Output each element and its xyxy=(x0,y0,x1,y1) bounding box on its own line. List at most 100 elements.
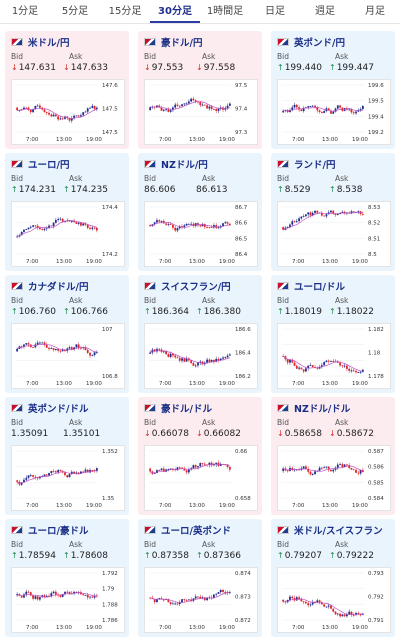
candle-body xyxy=(183,225,186,228)
tab-6[interactable]: 週足 xyxy=(315,6,335,17)
candle-body xyxy=(359,109,362,111)
candle-body xyxy=(45,595,48,597)
ask-label: Ask xyxy=(202,418,216,427)
pair-name[interactable]: スイスフラン/円 xyxy=(161,282,231,293)
candle-body xyxy=(222,223,224,227)
pair-name[interactable]: 英ポンド/ドル xyxy=(28,404,89,415)
candlestick-chart: 0.793 0.792 0.791 7:00 13:00 19:00 xyxy=(282,571,384,631)
candle-body xyxy=(215,109,218,111)
pair-name[interactable]: ランド/円 xyxy=(294,160,336,171)
currency-card[interactable]: ユーロ/円 Bid Ask ↑174.231 ↑174.235 174.4 174.2 7:0… xyxy=(5,153,129,271)
mini-chart[interactable]: 1.182 1.18 1.178 7:00 13:00 19:00 xyxy=(277,323,391,389)
currency-card[interactable]: 米ドル/円 Bid Ask ↓147.631 ↓147.633 147.6 147.5 147… xyxy=(5,31,129,149)
bid-price: 0.87358 xyxy=(151,551,189,561)
mini-chart[interactable]: 186.6 186.4 186.2 7:00 13:00 19:00 xyxy=(144,323,258,389)
currency-card[interactable]: 豪ドル/ドル Bid Ask ↓0.66078 ↓0.66082 0.66 0.658 7:0… xyxy=(138,397,262,515)
candlestick-chart: 97.5 97.4 97.3 7:00 13:00 19:00 xyxy=(149,83,248,143)
pair-name[interactable]: 豪ドル/ドル xyxy=(161,404,212,415)
mini-chart[interactable]: 1.352 1.35 7:00 13:00 19:00 xyxy=(11,445,125,511)
currency-card[interactable]: 英ポンド/ドル Bid Ask 1.35091 1.35101 1.352 1.35 7:00… xyxy=(5,397,129,515)
candle-body xyxy=(330,110,332,114)
pair-name[interactable]: NZドル/円 xyxy=(161,160,208,171)
ask-value: ↑0.87366 xyxy=(196,551,244,561)
candle-body xyxy=(346,365,348,369)
currency-card[interactable]: NZドル/円 Bid Ask 86.606 86.613 86.7 86.6 86.5 86.4… xyxy=(138,153,262,271)
price-values: ↑0.79207 ↑0.79222 xyxy=(277,551,381,561)
candle-body xyxy=(158,470,161,471)
bid-label: Bid xyxy=(277,540,289,549)
currency-card[interactable]: ユーロ/豪ドル Bid Ask ↑1.78594 ↑1.78608 1.792 1.79 1.… xyxy=(5,519,129,637)
mini-chart[interactable]: 0.874 0.873 0.872 7:00 13:00 19:00 xyxy=(144,567,258,633)
candle-body xyxy=(203,224,206,227)
pair-name[interactable]: 米ドル/円 xyxy=(28,38,70,49)
candle-body xyxy=(190,599,193,601)
mini-chart[interactable]: 174.4 174.2 7:00 13:00 19:00 xyxy=(11,201,125,267)
pair-name[interactable]: 豪ドル/円 xyxy=(161,38,203,49)
pair-name[interactable]: ユーロ/英ポンド xyxy=(161,526,231,537)
pair-name[interactable]: 米ドル/スイスフラン xyxy=(294,526,383,537)
currency-card[interactable]: ユーロ/ドル Bid Ask ↑1.18019 ↑1.18022 1.182 1.18 1.1… xyxy=(271,275,395,393)
mini-chart[interactable]: 8.53 8.52 8.51 8.5 7:00 13:00 19:00 xyxy=(277,201,391,267)
pair-name[interactable]: ユーロ/円 xyxy=(28,160,70,171)
tab-0[interactable]: 1分足 xyxy=(11,6,39,17)
tab-4[interactable]: 1時間足 xyxy=(206,6,244,17)
mini-chart[interactable]: 0.587 0.586 0.585 0.584 7:00 13:00 19:00 xyxy=(277,445,391,511)
tab-3[interactable]: 30分足 xyxy=(150,0,200,23)
currency-card[interactable]: NZドル/ドル Bid Ask ↓0.58658 ↓0.58672 0.587 0.586 0… xyxy=(271,397,395,515)
candle-body xyxy=(300,367,303,370)
bid-ask-labels: Bid Ask xyxy=(11,174,127,183)
currency-card[interactable]: スイスフラン/円 Bid Ask ↑186.364 ↑186.380 186.6 186.4… xyxy=(138,275,262,393)
tab-7[interactable]: 月足 xyxy=(365,6,385,17)
bid-ask-labels: Bid Ask xyxy=(11,418,127,427)
candle-body xyxy=(153,472,156,474)
candle-body xyxy=(357,613,360,615)
currency-card[interactable]: ユーロ/英ポンド Bid Ask ↑0.87358 ↑0.87366 0.874 0.873… xyxy=(138,519,262,637)
x-tick-label: 13:00 xyxy=(322,259,338,265)
pair-name[interactable]: ユーロ/ドル xyxy=(294,282,345,293)
candlestick-chart: 1.792 1.79 1.788 1.786 7:00 13:00 19:00 xyxy=(16,571,118,631)
candle-body xyxy=(192,598,195,601)
candle-body xyxy=(20,346,23,348)
candle-body xyxy=(286,359,289,363)
tab-2[interactable]: 15分足 xyxy=(108,6,142,17)
currency-card[interactable]: 英ポンド/円 Bid Ask ↑199.440 ↑199.447 199.6 199.5 19… xyxy=(271,31,395,149)
currency-card[interactable]: 米ドル/スイスフラン Bid Ask ↑0.79207 ↑0.79222 0.793 0.7… xyxy=(271,519,395,637)
candle-body xyxy=(350,211,353,214)
candle-body xyxy=(68,118,71,121)
candle-body xyxy=(194,596,197,599)
mini-chart[interactable]: 86.7 86.6 86.5 86.4 7:00 13:00 19:00 xyxy=(144,201,258,267)
mini-chart[interactable]: 107 106.8 7:00 13:00 19:00 xyxy=(11,323,125,389)
mini-chart[interactable]: 147.6 147.5 147.5 7:00 13:00 19:00 xyxy=(11,79,125,145)
candle-body xyxy=(217,108,220,111)
pair-name[interactable]: ユーロ/豪ドル xyxy=(28,526,89,537)
pair-name[interactable]: 英ポンド/円 xyxy=(294,38,345,49)
candle-body xyxy=(330,469,332,472)
candle-body xyxy=(95,352,98,353)
candle-body xyxy=(224,357,227,358)
mini-chart[interactable]: 0.66 0.658 7:00 13:00 19:00 xyxy=(144,445,258,511)
candle-body xyxy=(330,210,332,213)
currency-card[interactable]: 豪ドル/円 Bid Ask ↓97.553 ↓97.558 97.5 97.4 97.3 7:0… xyxy=(138,31,262,149)
candle-body xyxy=(224,222,227,224)
candle-body xyxy=(215,358,218,362)
mini-chart[interactable]: 97.5 97.4 97.3 7:00 13:00 19:00 xyxy=(144,79,258,145)
candle-body xyxy=(305,214,307,217)
ask-value: ↑1.18022 xyxy=(329,307,377,317)
candle-body xyxy=(174,104,177,108)
pair-name[interactable]: カナダドル/円 xyxy=(28,282,89,293)
x-tick-label: 7:00 xyxy=(292,381,305,387)
moving-average-line xyxy=(149,222,230,228)
mini-chart[interactable]: 0.793 0.792 0.791 7:00 13:00 19:00 xyxy=(277,567,391,633)
candle-body xyxy=(57,348,60,351)
bid-label: Bid xyxy=(277,52,289,61)
currency-card[interactable]: ランド/円 Bid Ask ↑8.529 ↑8.538 8.53 8.52 8.51 8.5 7:… xyxy=(271,153,395,271)
candle-body xyxy=(57,219,60,221)
currency-card[interactable]: カナダドル/円 Bid Ask ↑106.760 ↑106.766 107 106.8 7:0… xyxy=(5,275,129,393)
tab-1[interactable]: 5分足 xyxy=(61,6,89,17)
candle-body xyxy=(156,598,158,603)
pair-name[interactable]: NZドル/ドル xyxy=(294,404,351,415)
mini-chart[interactable]: 199.6 199.5 199.4 199.2 7:00 13:00 19:00 xyxy=(277,79,391,145)
au-flag-icon xyxy=(144,38,156,46)
mini-chart[interactable]: 1.792 1.79 1.788 1.786 7:00 13:00 19:00 xyxy=(11,567,125,633)
tab-5[interactable]: 日足 xyxy=(265,6,285,17)
